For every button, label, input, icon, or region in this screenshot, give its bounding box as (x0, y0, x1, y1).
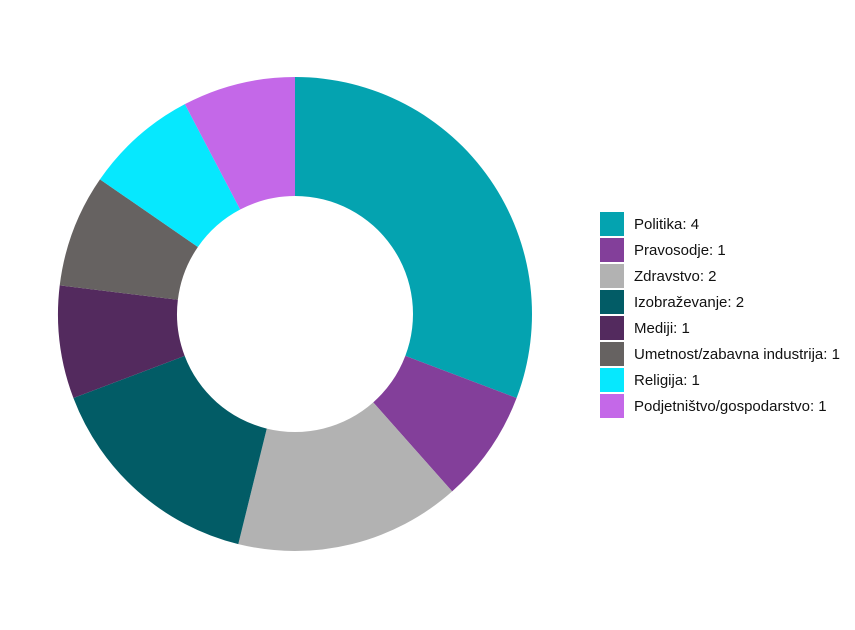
legend-swatch (600, 342, 624, 366)
legend-swatch (600, 394, 624, 418)
legend-swatch (600, 238, 624, 262)
legend-swatch (600, 264, 624, 288)
donut-slice (373, 355, 517, 492)
donut-slice (57, 285, 185, 399)
donut-slice (238, 402, 453, 551)
legend-label: Izobraževanje: 2 (634, 294, 744, 311)
legend-label: Pravosodje: 1 (634, 242, 726, 259)
legend-swatch (600, 290, 624, 314)
donut-slice (184, 77, 295, 210)
legend-label: Religija: 1 (634, 372, 700, 389)
legend-swatch (600, 368, 624, 392)
legend-label: Podjetništvo/gospodarstvo: 1 (634, 398, 827, 415)
legend-label: Politika: 4 (634, 216, 699, 233)
donut-slice (73, 355, 267, 545)
legend-label: Mediji: 1 (634, 320, 690, 337)
donut-slice (59, 179, 198, 300)
legend-label: Umetnost/zabavna industrija: 1 (634, 346, 840, 363)
donut-slice (295, 77, 532, 399)
legend-label: Zdravstvo: 2 (634, 268, 717, 285)
legend-swatch (600, 316, 624, 340)
legend-swatch (600, 212, 624, 236)
donut-slice (99, 104, 241, 247)
